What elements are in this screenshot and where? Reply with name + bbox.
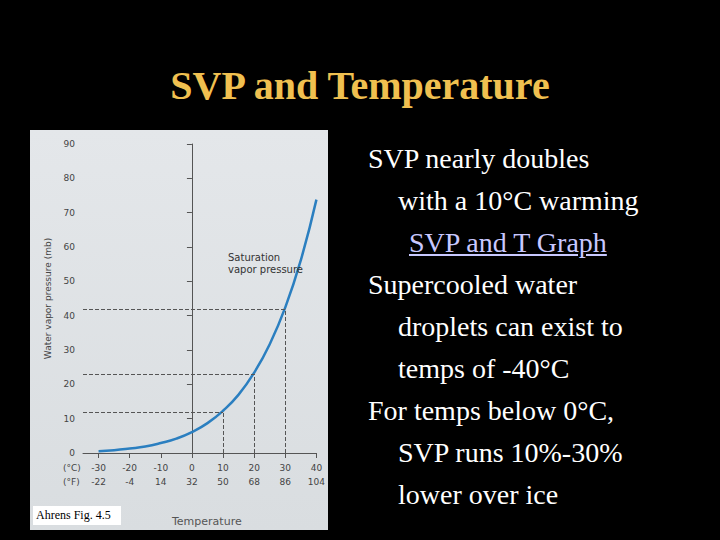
html-text:droplets can exist to: droplets can exist to bbox=[398, 311, 623, 342]
svg-text:20: 20 bbox=[64, 379, 76, 389]
svg-text:-20: -20 bbox=[122, 463, 137, 473]
svg-text:68: 68 bbox=[248, 477, 260, 487]
svg-text:50: 50 bbox=[217, 477, 229, 487]
html-text:SVP and Temperature: SVP and Temperature bbox=[170, 63, 550, 108]
html-text:(°F): (°F) bbox=[63, 477, 80, 487]
svg-text:40: 40 bbox=[64, 311, 76, 321]
html-text:with a 10°C warming: with a 10°C warming bbox=[398, 185, 639, 216]
svg-text:14: 14 bbox=[155, 477, 167, 487]
svg-text:90: 90 bbox=[64, 139, 76, 149]
svg-text:60: 60 bbox=[64, 242, 76, 252]
svg-text:-22: -22 bbox=[91, 477, 106, 487]
svg-text:20: 20 bbox=[248, 463, 260, 473]
svg-text:104: 104 bbox=[308, 477, 325, 487]
html-text:Saturation vapor pressure: Saturation vapor pressure bbox=[228, 252, 303, 275]
html-text:Temperature: Temperature bbox=[172, 515, 242, 528]
html-text:SVP runs 10%-30%: SVP runs 10%-30% bbox=[398, 437, 623, 468]
svg-text:10: 10 bbox=[64, 414, 76, 424]
svg-text:-10: -10 bbox=[153, 463, 168, 473]
svg-text:86: 86 bbox=[280, 477, 292, 487]
svg-text:-30: -30 bbox=[91, 463, 106, 473]
svg-text:-4: -4 bbox=[125, 477, 134, 487]
html-text:Supercooled water: Supercooled water bbox=[368, 269, 578, 300]
svg-text:0: 0 bbox=[189, 463, 195, 473]
svg-text:10: 10 bbox=[217, 463, 229, 473]
svg-text:30: 30 bbox=[64, 345, 76, 355]
svg-text:0: 0 bbox=[69, 448, 75, 458]
html-text:For temps below 0°C,: For temps below 0°C, bbox=[368, 395, 615, 426]
html-text:temps of -40°C: temps of -40°C bbox=[398, 353, 570, 384]
html-text:SVP and T Graph: SVP and T Graph bbox=[409, 227, 607, 258]
svg-text:80: 80 bbox=[64, 173, 76, 183]
html-text:lower over ice: lower over ice bbox=[398, 479, 559, 510]
html-text:Ahrens Fig. 4.5: Ahrens Fig. 4.5 bbox=[36, 508, 111, 522]
svg-text:50: 50 bbox=[64, 276, 76, 286]
svg-text:40: 40 bbox=[311, 463, 323, 473]
html-text:SVP nearly doubles: SVP nearly doubles bbox=[368, 143, 590, 174]
svg-text:30: 30 bbox=[280, 463, 292, 473]
svg-text:Water vapor pressure (mb): Water vapor pressure (mb) bbox=[43, 238, 53, 359]
html-text:(°C): (°C) bbox=[63, 463, 81, 473]
svg-text:70: 70 bbox=[64, 208, 76, 218]
svg-text:32: 32 bbox=[186, 477, 197, 487]
